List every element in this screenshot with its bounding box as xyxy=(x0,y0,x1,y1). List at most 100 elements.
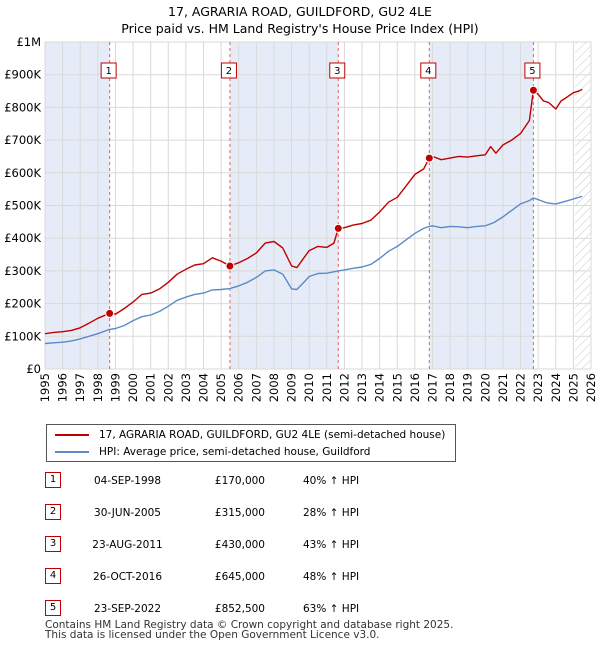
sale-badge xyxy=(220,62,237,79)
series-line-property xyxy=(45,88,583,335)
sale-hpi-change: 28% ↑ HPI xyxy=(303,507,360,519)
x-tick-label: 2018 xyxy=(443,373,457,402)
sale-badge-label: 5 xyxy=(529,66,535,77)
x-tick-label: 2013 xyxy=(355,373,369,402)
legend: 17, AGRARIA ROAD, GUILDFORD, GU2 4LE (se… xyxy=(46,424,456,462)
sale-price: £852,500 xyxy=(214,603,265,615)
sale-badge-label: 2 xyxy=(226,66,232,77)
footer-attribution: Contains HM Land Registry data © Crown c… xyxy=(45,619,454,641)
sale-points xyxy=(105,85,538,318)
grid-lines xyxy=(44,41,592,370)
x-tick-label: 2015 xyxy=(390,373,404,402)
x-tick-label: 2001 xyxy=(144,373,158,402)
sale-point xyxy=(105,308,115,318)
x-tick-label: 2002 xyxy=(161,373,175,402)
sale-point xyxy=(225,261,235,271)
y-tick-label: £300K xyxy=(4,264,41,278)
sale-hpi-change: 48% ↑ HPI xyxy=(303,571,360,583)
sale-point xyxy=(333,223,343,233)
x-tick-label: 2014 xyxy=(373,373,387,402)
y-tick-label: £100K xyxy=(4,329,41,343)
y-tick-label: £0 xyxy=(26,362,41,376)
sale-date: 04-SEP-1998 xyxy=(93,475,162,487)
chart-subtitle: Price paid vs. HM Land Registry's House … xyxy=(121,21,479,36)
sale-date: 23-SEP-2022 xyxy=(93,603,162,615)
legend-item-property: 17, AGRARIA ROAD, GUILDFORD, GU2 4LE (se… xyxy=(55,427,445,443)
legend-swatch-property xyxy=(55,434,89,436)
sale-hpi-change: 43% ↑ HPI xyxy=(303,539,360,551)
sale-number-badge: 3 xyxy=(45,536,61,552)
x-tick-label: 2011 xyxy=(320,373,334,402)
x-tick-label: 2003 xyxy=(179,373,193,402)
sale-date: 30-JUN-2005 xyxy=(94,507,161,519)
x-tick-label: 2022 xyxy=(514,373,528,402)
y-tick-label: £700K xyxy=(4,133,41,147)
y-tick-label: £900K xyxy=(4,68,41,82)
x-tick-label: 2004 xyxy=(197,373,211,402)
series-lines xyxy=(45,88,583,345)
sale-badge xyxy=(420,62,437,79)
y-tick-label: £400K xyxy=(4,231,41,245)
sale-badge-label: 4 xyxy=(425,66,431,77)
sale-badge-label: 3 xyxy=(334,66,340,77)
x-tick-label: 2026 xyxy=(584,373,598,402)
legend-item-hpi: HPI: Average price, semi-detached house,… xyxy=(55,444,370,460)
sale-badges: 1 2 3 4 5 xyxy=(100,62,541,79)
sale-number-badge: 4 xyxy=(45,568,61,584)
y-tick-label: £800K xyxy=(4,100,41,114)
x-tick-label: 2023 xyxy=(531,373,545,402)
price-chart: 1 2 3 4 5 £0 £100K £200K £300K £400K £500K £600K £7… xyxy=(4,35,598,402)
series-line-hpi xyxy=(45,195,583,345)
x-tick-label: 2012 xyxy=(337,373,351,402)
x-tick-label: 1995 xyxy=(38,373,52,402)
footer-copyright: Contains HM Land Registry data © Crown c… xyxy=(45,619,454,631)
sale-date: 23-AUG-2011 xyxy=(92,539,163,551)
y-tick-label: £1M xyxy=(16,35,41,49)
sale-badge xyxy=(524,62,541,79)
x-tick-label: 2007 xyxy=(249,373,263,402)
sale-price: £645,000 xyxy=(214,571,265,583)
sale-point xyxy=(424,153,434,163)
sale-badge xyxy=(329,62,346,79)
x-tick-label: 2024 xyxy=(549,373,563,402)
x-tick-label: 2005 xyxy=(214,373,228,402)
y-tick-label: £500K xyxy=(4,199,41,213)
x-tick-label: 1997 xyxy=(73,373,87,402)
sale-price: £430,000 xyxy=(214,539,265,551)
sale-badge xyxy=(100,62,117,79)
sale-number-badge: 1 xyxy=(45,472,61,488)
legend-label-hpi: HPI: Average price, semi-detached house,… xyxy=(99,446,371,458)
x-tick-label: 2010 xyxy=(302,373,316,402)
y-tick-label: £600K xyxy=(4,166,41,180)
x-tick-label: 2016 xyxy=(408,373,422,402)
x-tick-label: 2019 xyxy=(461,373,475,402)
x-tick-label: 2008 xyxy=(267,373,281,402)
y-tick-label: £200K xyxy=(4,297,41,311)
x-tick-label: 2021 xyxy=(496,373,510,402)
chart-title-block: 17, AGRARIA ROAD, GUILDFORD, GU2 4LE Pri… xyxy=(0,3,600,37)
sale-hpi-change: 40% ↑ HPI xyxy=(303,475,360,487)
sale-number-badge: 2 xyxy=(45,504,61,520)
footer-licence: This data is licensed under the Open Gov… xyxy=(45,629,380,641)
x-tick-label: 2009 xyxy=(285,373,299,402)
x-tick-label: 2000 xyxy=(126,373,140,402)
chart-title: 17, AGRARIA ROAD, GUILDFORD, GU2 4LE xyxy=(168,4,432,19)
x-tick-label: 1998 xyxy=(91,373,105,402)
sale-date: 26-OCT-2016 xyxy=(93,571,162,583)
x-tick-label: 2006 xyxy=(232,373,246,402)
sale-marker-lines xyxy=(109,42,534,369)
x-tick-label: 2017 xyxy=(425,373,439,402)
sale-price: £170,000 xyxy=(214,475,265,487)
axis-labels: £0 £100K £200K £300K £400K £500K £600K £700K £80… xyxy=(4,35,598,402)
sale-hpi-change: 63% ↑ HPI xyxy=(303,603,360,615)
x-tick-label: 1999 xyxy=(108,373,122,402)
sale-point xyxy=(528,85,538,95)
x-tick-label: 1996 xyxy=(56,373,70,402)
sale-number-badge: 5 xyxy=(45,600,61,616)
sale-badge-label: 1 xyxy=(105,66,111,77)
sale-price: £315,000 xyxy=(214,507,265,519)
x-tick-label: 2020 xyxy=(478,373,492,402)
x-tick-label: 2025 xyxy=(566,373,580,402)
legend-label-property: 17, AGRARIA ROAD, GUILDFORD, GU2 4LE (se… xyxy=(99,429,446,441)
legend-swatch-hpi xyxy=(55,451,89,453)
